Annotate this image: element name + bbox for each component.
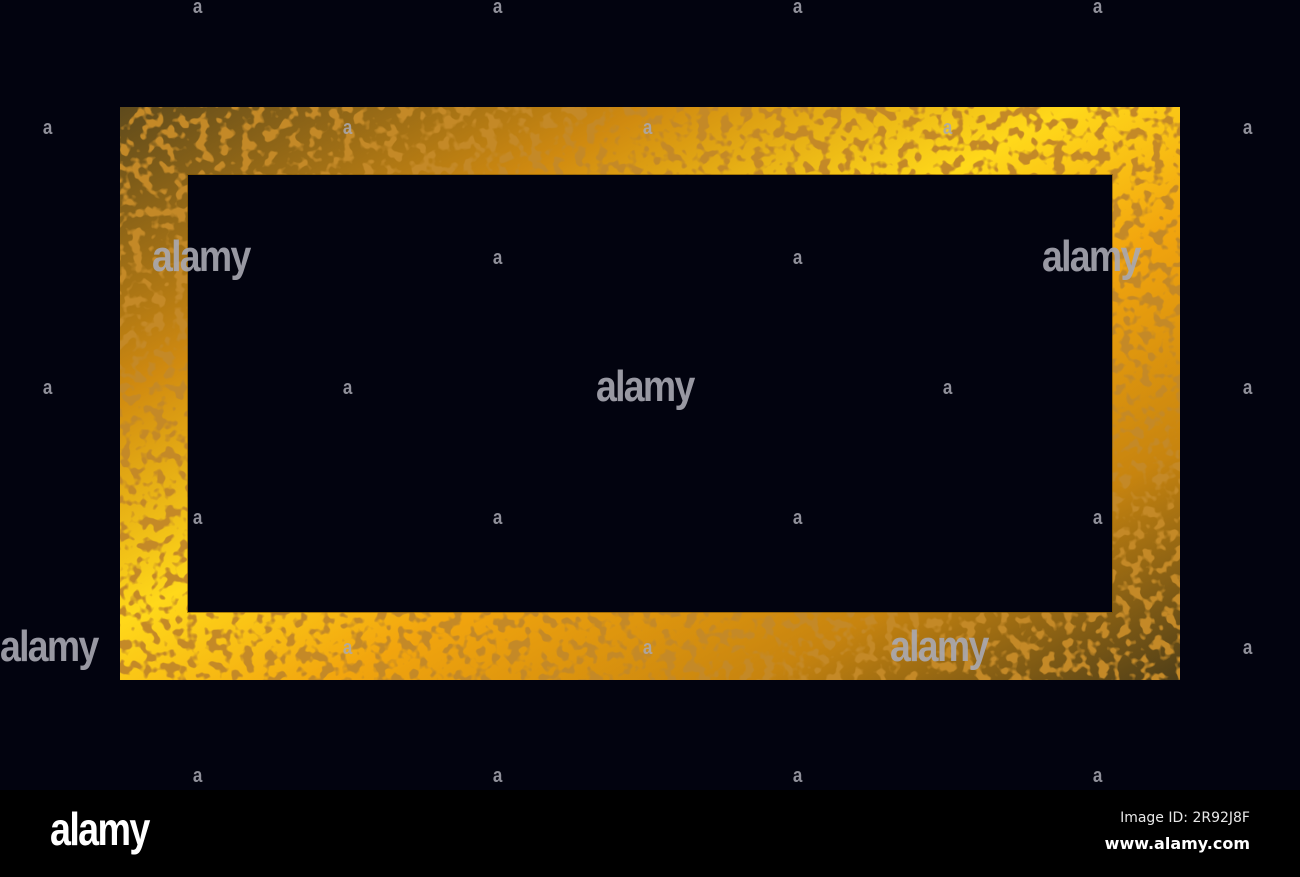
- watermark: a: [792, 247, 803, 269]
- watermark: a: [1242, 637, 1253, 659]
- watermark: a: [492, 0, 503, 18]
- watermark: a: [942, 117, 953, 139]
- watermark: a: [342, 637, 353, 659]
- watermark: a: [42, 117, 53, 139]
- watermark: a: [642, 637, 653, 659]
- watermark: a: [942, 377, 953, 399]
- watermark: a: [792, 507, 803, 529]
- watermark: a: [492, 507, 503, 529]
- watermark: a: [1092, 507, 1103, 529]
- watermark-large: alamy: [890, 622, 989, 671]
- footer-bar: alamy Image ID: 2R92J8F www.alamy.com: [0, 790, 1300, 877]
- watermark: a: [1242, 117, 1253, 139]
- watermark: a: [42, 377, 53, 399]
- watermark-large: alamy: [596, 362, 695, 411]
- watermark: a: [1092, 0, 1103, 18]
- watermark: a: [192, 765, 203, 787]
- watermark: a: [192, 507, 203, 529]
- alamy-logo: alamy: [50, 803, 150, 855]
- watermark: a: [492, 765, 503, 787]
- watermark: a: [642, 117, 653, 139]
- image-canvas: a a a a a a a a a a a a a a a a a a a a …: [0, 0, 1253, 787]
- site-url: www.alamy.com: [1104, 834, 1250, 853]
- watermark-large: alamy: [152, 232, 251, 281]
- frame-inner-area: [188, 175, 1112, 612]
- watermark: a: [492, 247, 503, 269]
- watermark: a: [342, 117, 353, 139]
- watermark: a: [792, 0, 803, 18]
- watermark: a: [192, 0, 203, 18]
- watermark: a: [1092, 765, 1103, 787]
- watermark: a: [342, 377, 353, 399]
- gold-rectangle-frame: [120, 107, 1180, 680]
- watermark: a: [1242, 377, 1253, 399]
- watermark-large: alamy: [1042, 232, 1141, 281]
- image-id: Image ID: 2R92J8F: [1120, 810, 1250, 826]
- watermark: a: [792, 765, 803, 787]
- watermark-large: alamy: [0, 622, 99, 671]
